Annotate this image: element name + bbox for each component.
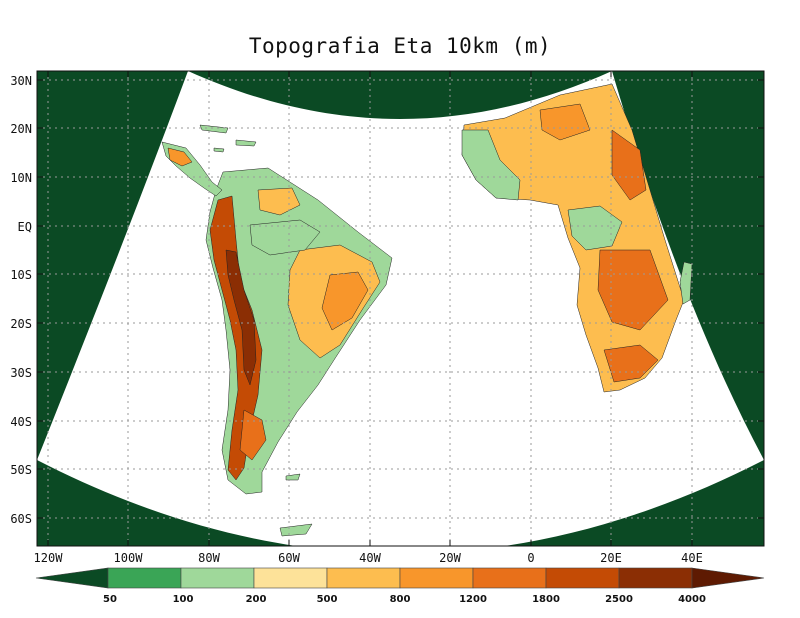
colorbar-swatch [545, 567, 620, 589]
lat-label: 20N [10, 122, 32, 136]
lon-label: 40W [359, 551, 381, 565]
lat-label: 40S [10, 415, 32, 429]
west-africa-lowland [461, 129, 521, 201]
andes-peaks [225, 249, 257, 386]
map-title: Topografia Eta 10km (m) [248, 34, 552, 58]
central-america-topography [161, 141, 223, 197]
lat-label: 30S [10, 366, 32, 380]
colorbar-label: 1200 [459, 594, 487, 605]
guiana-highland [257, 187, 301, 216]
axis-ticks [37, 71, 764, 546]
colorbar-label: 50 [103, 594, 117, 605]
lat-label: 30N [10, 74, 32, 88]
lon-label: 20E [600, 551, 622, 565]
map-frame [36, 70, 765, 547]
colorbar-high-arrow [691, 567, 765, 589]
lat-label: 60S [10, 512, 32, 526]
lat-label: 10N [10, 171, 32, 185]
lon-label: 100W [114, 551, 144, 565]
lon-label: 80W [198, 551, 220, 565]
colorbar: 50 100 200 500 800 1200 1800 2500 4000 [35, 567, 765, 605]
lon-label: 0 [527, 551, 534, 565]
latitude-labels: 30N 20N 10N EQ 10S 20S 30S 40S 50S 60S [10, 74, 32, 526]
colorbar-swatch [253, 567, 328, 589]
south-america-highland [321, 271, 369, 331]
southern-africa-plateau [603, 344, 659, 383]
lat-label: EQ [18, 220, 32, 234]
colorbar-swatch [399, 567, 474, 589]
central-america-highland [167, 147, 193, 167]
lon-label: 20W [439, 551, 461, 565]
graticule [37, 71, 764, 546]
colorbar-label: 500 [317, 594, 338, 605]
colorbar-swatch [107, 567, 182, 589]
lat-label: 20S [10, 317, 32, 331]
colorbar-label: 800 [390, 594, 411, 605]
congo-basin [567, 205, 623, 251]
longitude-labels: 120W 100W 80W 60W 40W 20W 0 20E 40E [34, 551, 703, 565]
south-america-topography [205, 167, 393, 495]
lon-label: 120W [34, 551, 64, 565]
east-africa-highlands [597, 249, 669, 331]
colorbar-label: 100 [173, 594, 194, 605]
colorbar-label: 2500 [605, 594, 633, 605]
sahara-highland [539, 103, 591, 141]
colorbar-low-arrow [35, 567, 109, 589]
colorbar-swatch [472, 567, 547, 589]
lon-label: 60W [278, 551, 300, 565]
ethiopian-highlands [611, 129, 647, 201]
colorbar-label: 4000 [678, 594, 706, 605]
amazon-basin [249, 219, 321, 256]
madagascar [679, 261, 693, 305]
colorbar-swatch [618, 567, 693, 589]
colorbar-label: 200 [246, 594, 267, 605]
lat-label: 10S [10, 268, 32, 282]
caribbean-islands [199, 124, 257, 153]
colorbar-label: 1800 [532, 594, 560, 605]
colorbar-swatch [326, 567, 401, 589]
patagonia-slope [239, 409, 267, 461]
africa-topography [461, 83, 693, 393]
southern-islands [279, 473, 313, 537]
colorbar-swatch [180, 567, 255, 589]
lat-label: 50S [10, 463, 32, 477]
lon-label: 40E [681, 551, 703, 565]
